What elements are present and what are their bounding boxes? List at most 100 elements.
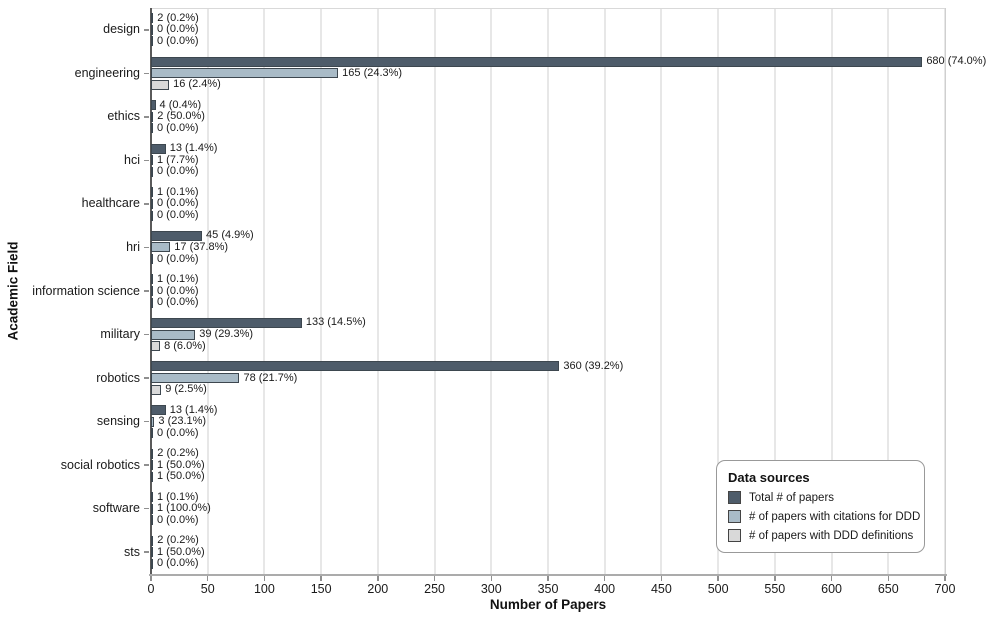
bar (151, 329, 196, 340)
x-tick-mark (887, 576, 890, 581)
legend: Data sources Total # of papers # of paper… (716, 460, 925, 553)
x-tick-mark (830, 576, 833, 581)
bar (151, 341, 161, 352)
x-tick-mark (774, 576, 776, 581)
bar (151, 230, 203, 241)
y-tick-mark (144, 551, 149, 553)
gridline (490, 8, 493, 574)
legend-item: Total # of papers (728, 491, 913, 504)
bar (151, 36, 153, 47)
x-tick-label: 400 (594, 582, 616, 596)
legend-item-label: # of papers with citations for DDD (749, 510, 921, 523)
bar-value-label: 13 (1.4%) (169, 403, 218, 416)
bar (151, 384, 162, 395)
plot-border-right (945, 8, 946, 574)
x-tick-mark (320, 576, 322, 581)
bar (151, 416, 155, 427)
bar (151, 166, 153, 177)
bar-value-label: 2 (50.0%) (157, 110, 205, 123)
bar (151, 471, 153, 482)
y-tick-label: robotics (96, 370, 140, 385)
x-tick-label: 150 (310, 582, 332, 596)
bar-value-label: 680 (74.0%) (926, 55, 987, 68)
y-tick-mark (144, 203, 149, 205)
legend-item-label: # of papers with DDD definitions (749, 529, 914, 542)
bar-value-label: 3 (23.1%) (158, 415, 207, 428)
bar-value-label: 17 (37.8%) (174, 240, 229, 253)
bar (151, 361, 560, 372)
x-tick-mark (603, 576, 606, 581)
y-tick-mark (144, 29, 149, 31)
bar-value-label: 9 (2.5%) (165, 383, 207, 396)
bar (151, 460, 153, 471)
bar (151, 503, 153, 514)
bar-value-label: 0 (0.0%) (157, 121, 199, 134)
bar (151, 242, 171, 253)
gridline (660, 8, 663, 574)
bar-value-label: 1 (50.0%) (157, 545, 205, 558)
bar-value-label: 133 (14.5%) (305, 316, 366, 329)
bar (151, 24, 153, 35)
y-tick-label: sensing (96, 414, 140, 429)
y-tick-mark (144, 116, 149, 118)
bar (151, 428, 153, 439)
bar (151, 187, 153, 198)
bar (151, 210, 153, 221)
bar (151, 274, 153, 285)
bar-value-label: 0 (0.0%) (157, 165, 199, 178)
bar (151, 123, 153, 134)
bar-value-label: 0 (0.0%) (157, 426, 199, 439)
bar (151, 558, 153, 569)
bar (151, 547, 153, 558)
y-tick-label: information science (32, 283, 140, 298)
legend-swatch (728, 529, 741, 542)
y-tick-label: military (100, 327, 140, 342)
bar-value-label: 8 (6.0%) (164, 339, 206, 352)
gridline (887, 8, 890, 574)
bar-value-label: 13 (1.4%) (169, 142, 218, 155)
x-tick-label: 500 (707, 582, 729, 596)
bar-value-label: 1 (7.7%) (157, 153, 199, 166)
bar-value-label: 1 (50.0%) (157, 470, 205, 483)
gridline (717, 8, 720, 574)
x-tick-label: 100 (253, 582, 275, 596)
bar-value-label: 165 (24.3%) (342, 66, 403, 79)
gridline (773, 8, 776, 574)
bar (151, 13, 154, 24)
bar-value-label: 0 (0.0%) (157, 513, 199, 526)
y-tick-label: design (103, 22, 140, 37)
bar-value-label: 45 (4.9%) (206, 229, 254, 242)
legend-swatch (728, 510, 741, 523)
bar (151, 68, 339, 79)
x-axis-title: Number of Papers (489, 597, 607, 612)
bar-value-label: 0 (0.0%) (157, 197, 199, 210)
x-tick-mark (433, 576, 436, 581)
bar-value-label: 2 (0.2%) (157, 534, 199, 547)
bar-value-label: 0 (0.0%) (157, 296, 199, 309)
x-tick-mark (150, 576, 152, 581)
x-tick-mark (206, 576, 209, 581)
y-tick-label: software (92, 501, 140, 516)
bar-value-label: 0 (0.0%) (157, 557, 199, 570)
bar-value-label: 1 (0.1%) (157, 272, 199, 285)
y-tick-mark (144, 290, 149, 292)
gridline (263, 8, 266, 574)
x-tick-label: 50 (200, 582, 215, 596)
x-tick-label: 350 (537, 582, 559, 596)
legend-item: # of papers with DDD definitions (728, 529, 913, 542)
plot-border-top (151, 8, 945, 9)
x-tick-label: 0 (147, 582, 155, 596)
bar (151, 286, 153, 296)
legend-title: Data sources (728, 470, 810, 485)
bar-value-label: 0 (0.0%) (157, 209, 199, 222)
y-tick-label: hri (126, 239, 140, 254)
gridline (433, 8, 436, 574)
bar (151, 492, 153, 503)
bar-value-label: 1 (0.1%) (157, 490, 199, 503)
x-tick-label: 550 (764, 582, 786, 596)
gridline (547, 8, 549, 574)
x-tick-label: 450 (650, 582, 672, 596)
bar-value-label: 78 (21.7%) (243, 371, 298, 384)
bar-value-label: 4 (0.4%) (159, 98, 202, 111)
